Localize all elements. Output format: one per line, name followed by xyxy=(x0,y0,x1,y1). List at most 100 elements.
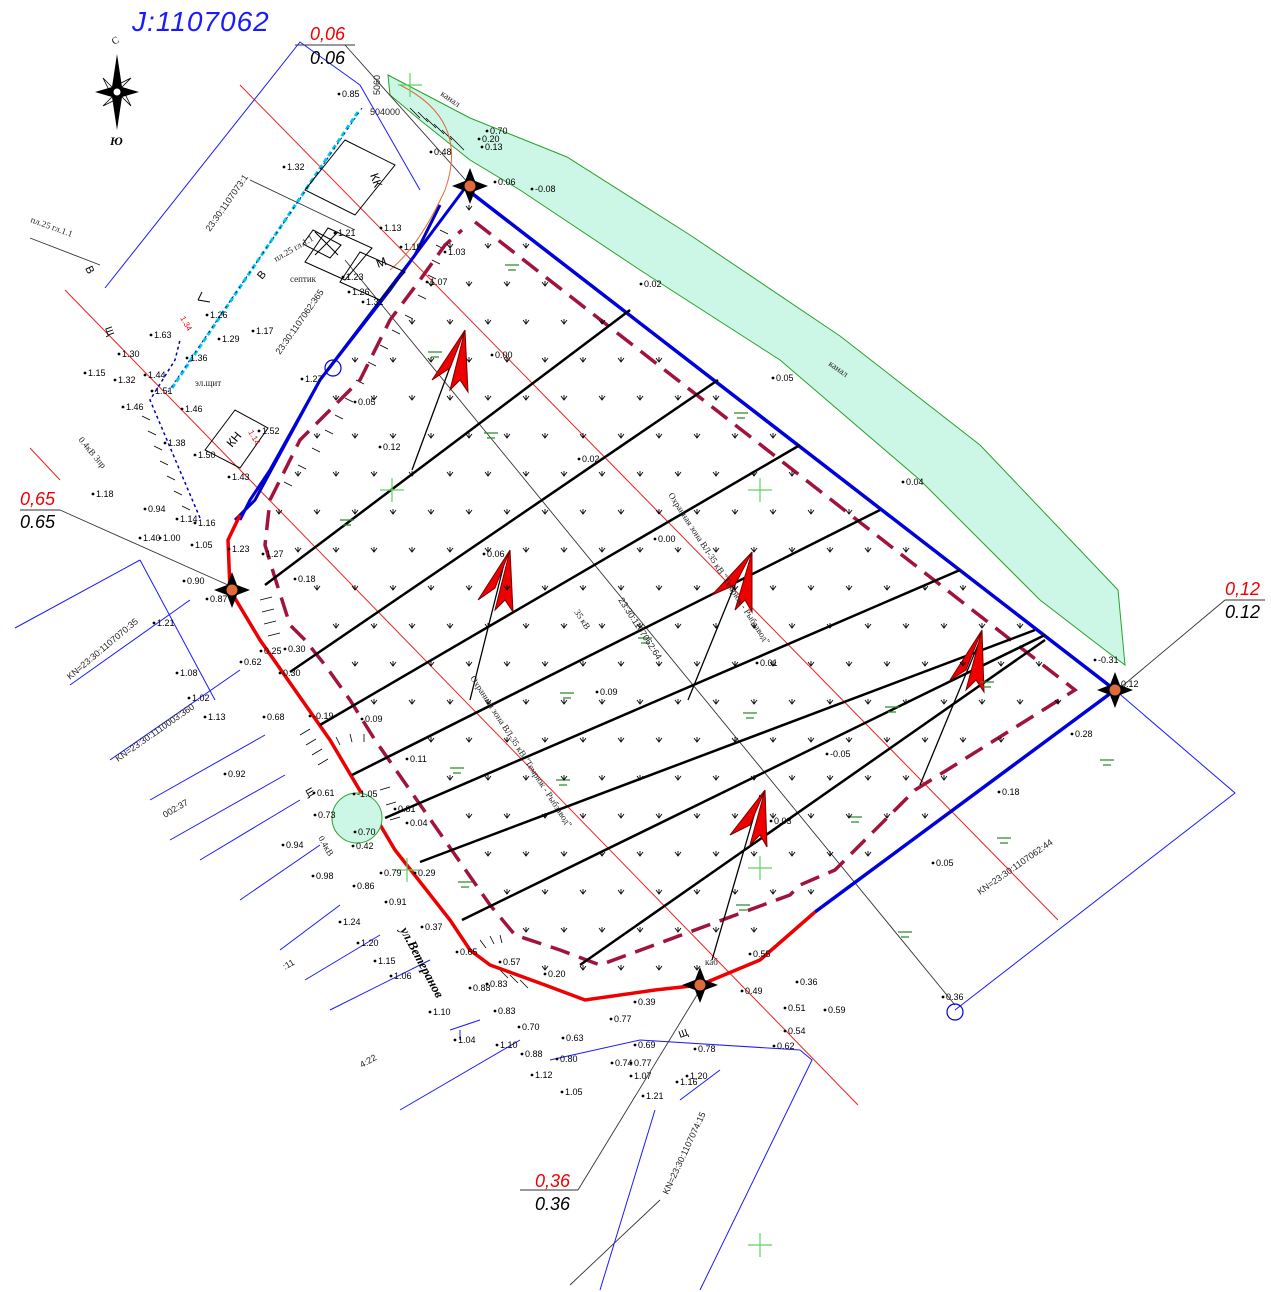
spot-height: 1.05 xyxy=(195,540,213,550)
height-dot xyxy=(399,245,403,249)
vegetation-icon xyxy=(427,281,435,287)
vegetation-icon xyxy=(769,585,777,591)
height-dot xyxy=(384,900,388,904)
cadastral-label: KN=23:30:1107070:35 xyxy=(65,616,140,681)
spot-height: 0.30 xyxy=(283,668,301,678)
spot-height: 1.23 xyxy=(232,544,250,554)
vegetation-icon xyxy=(408,395,416,401)
height-dot xyxy=(1093,658,1097,662)
vegetation-icon xyxy=(522,547,530,553)
vegetation-icon xyxy=(484,623,492,629)
vegetation-icon xyxy=(674,623,682,629)
vegetation-icon xyxy=(693,585,701,591)
spot-height: 0.54 xyxy=(788,1026,806,1036)
vegetation-icon xyxy=(560,471,568,477)
vegetation-icon xyxy=(389,509,397,515)
vegetation-icon xyxy=(503,357,511,363)
height-dot xyxy=(251,329,255,333)
cadastral-label: KN=23:30:1110003:360 xyxy=(113,702,196,764)
height-dot xyxy=(772,1044,776,1048)
height-dot xyxy=(498,960,502,964)
height-dot xyxy=(352,792,356,796)
pipe-label: пл.25 гл.1.1 xyxy=(29,214,74,238)
vegetation-icon xyxy=(845,509,853,515)
vegetation-icon xyxy=(579,737,587,743)
height-dot xyxy=(182,579,186,583)
vegetation-icon xyxy=(769,509,777,515)
vegetation-icon xyxy=(655,585,663,591)
vegetation-icon xyxy=(693,433,701,439)
height-dot xyxy=(283,647,287,651)
height-dot xyxy=(639,282,643,286)
vegetation-icon xyxy=(408,319,416,325)
height-dot xyxy=(337,92,341,96)
height-dot xyxy=(333,231,337,235)
cyan-fence xyxy=(170,111,360,389)
height-dot xyxy=(595,690,599,694)
height-dot xyxy=(261,552,265,556)
spot-height: 1.13 xyxy=(208,712,226,722)
map-labels: канал канал КК М КН септик эл.щит 23:30:… xyxy=(29,75,1054,1196)
vegetation-icon xyxy=(484,395,492,401)
height-dot xyxy=(185,356,189,360)
vegetation-icon xyxy=(693,737,701,743)
height-dot xyxy=(825,752,829,756)
height-dot xyxy=(353,830,357,834)
vegetation-icon xyxy=(465,585,473,591)
vegetation-icon xyxy=(351,509,359,515)
vegetation-icon xyxy=(579,889,587,895)
vegetation-icon xyxy=(712,547,720,553)
spot-height: 0.03 xyxy=(774,816,792,826)
vegetation-icon xyxy=(389,433,397,439)
vegetation-icon xyxy=(446,319,454,325)
vegetation-icon xyxy=(389,661,397,667)
height-dot xyxy=(163,441,167,445)
vegetation-icon xyxy=(674,851,682,857)
vegetation-icon xyxy=(484,775,492,781)
height-dot xyxy=(379,871,383,875)
height-dot xyxy=(180,407,184,411)
height-dot xyxy=(443,250,447,254)
vegetation-icon xyxy=(579,813,587,819)
vegetation-icon xyxy=(902,775,910,781)
neighbour-parcels xyxy=(14,41,1236,1291)
grass-symbols xyxy=(340,264,1114,938)
spot-height: 0.11 xyxy=(410,754,427,764)
vegetation-icon xyxy=(826,851,834,857)
blue-fence-left xyxy=(149,339,201,519)
vegetation-icon xyxy=(769,661,777,667)
spot-height: 0.30 xyxy=(288,644,306,654)
vegetation-icon xyxy=(370,699,378,705)
vegetation-icon xyxy=(408,547,416,553)
vegetation-icon xyxy=(427,433,435,439)
vegetation-icon xyxy=(560,851,568,857)
vegetation-icon xyxy=(541,585,549,591)
vegetation-icon xyxy=(902,623,910,629)
vegetation-icon xyxy=(503,889,511,895)
vegetation-icon xyxy=(807,889,815,895)
vegetation-icon xyxy=(389,357,397,363)
vegetation-icon xyxy=(693,889,701,895)
spot-height: 1.38 xyxy=(168,438,186,448)
spot-height: 0.74 xyxy=(615,1058,633,1068)
spot-height: 1.21 xyxy=(646,1091,664,1101)
vegetation-icon xyxy=(617,433,625,439)
spot-height: 1.32 xyxy=(118,375,136,385)
spot-height: 1.15 xyxy=(378,956,396,966)
height-dot xyxy=(633,1000,637,1004)
vegetation-icon xyxy=(579,357,587,363)
height-dot xyxy=(941,995,945,999)
vegetation-icon xyxy=(503,509,511,515)
vegetation-icon xyxy=(921,737,929,743)
height-dot xyxy=(783,1006,787,1010)
vegetation-icon xyxy=(427,509,435,515)
vegetation-icon xyxy=(636,851,644,857)
spot-height: 0.65 xyxy=(460,947,478,957)
height-dot xyxy=(121,405,125,409)
spot-height: 0.01 xyxy=(760,658,778,668)
vegetation-icon xyxy=(959,661,967,667)
height-dot xyxy=(931,861,935,865)
vegetation-icon xyxy=(541,357,549,363)
vegetation-icon xyxy=(750,699,758,705)
vegetation-icon xyxy=(940,699,948,705)
